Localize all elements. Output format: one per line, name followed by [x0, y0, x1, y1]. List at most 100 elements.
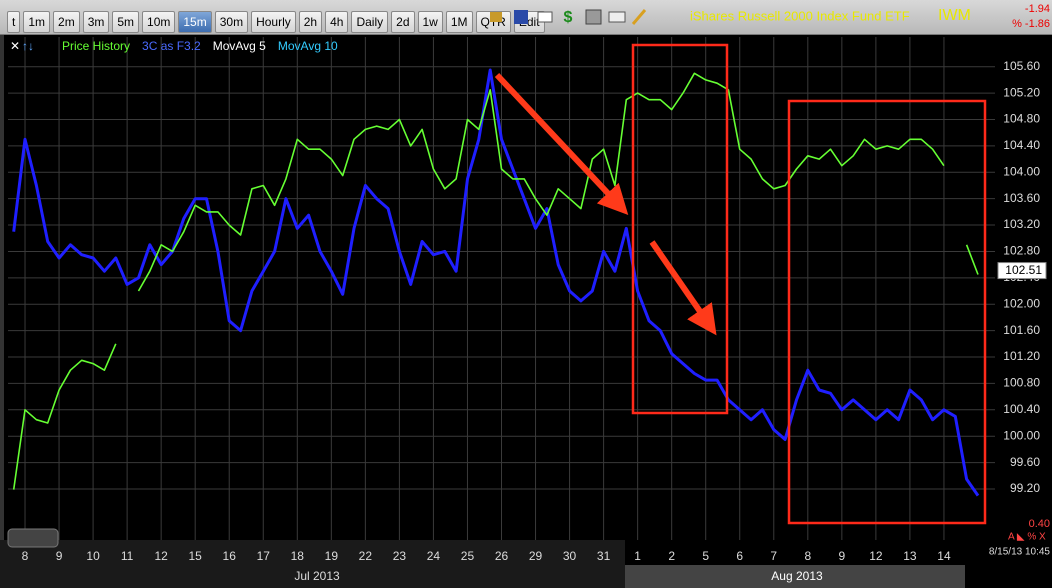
x-tick-label: 29	[529, 549, 543, 563]
y-tick-label: 103.60	[1003, 191, 1040, 205]
x-tick-label: 10	[86, 549, 100, 563]
x-tick-label: 12	[154, 549, 168, 563]
series-line	[965, 244, 979, 275]
timeframe-button[interactable]: 4h	[325, 11, 349, 33]
x-tick-label: 17	[257, 549, 271, 563]
annotation-arrow	[649, 240, 717, 336]
x-tick-label: 9	[839, 549, 846, 563]
legend-entry: MovAvg 5	[213, 39, 266, 53]
x-tick-label: 19	[325, 549, 339, 563]
timeframe-button[interactable]: 30m	[214, 11, 249, 33]
timeframe-button[interactable]: 1M	[445, 11, 473, 33]
legend-icons[interactable]: ✕	[10, 39, 20, 53]
timeframe-button[interactable]: 1w	[417, 11, 443, 33]
x-tick-label: 25	[461, 549, 475, 563]
timeframe-button[interactable]: Hourly	[251, 11, 296, 33]
x-tick-label: 24	[427, 549, 441, 563]
x-tick-label: 8	[804, 549, 811, 563]
pencil-icon[interactable]	[631, 9, 647, 25]
x-tick-label: 18	[291, 549, 305, 563]
timeframe-button[interactable]: 3m	[82, 11, 110, 33]
y-tick-label: 102.80	[1003, 244, 1040, 258]
legend-entry: Price History	[62, 39, 130, 53]
annotation-box	[787, 99, 987, 525]
month-label: Aug 2013	[771, 569, 823, 583]
timeframe-button[interactable]: Daily	[351, 11, 389, 33]
annotation-arrow	[494, 72, 629, 215]
x-tick-label: 6	[736, 549, 743, 563]
timeframe-button[interactable]: 1m	[23, 11, 51, 33]
lower-value: 0.40	[1029, 518, 1050, 530]
y-tick-label: 101.60	[1003, 323, 1040, 337]
x-tick-label: 14	[937, 549, 951, 563]
dollar-icon[interactable]: $	[564, 9, 573, 26]
y-tick-label: 104.80	[1003, 112, 1040, 126]
x-tick-label: 13	[903, 549, 917, 563]
toolbar: t1m2m3m5m10m15m30mHourly2h4hDaily2d1w1MQ…	[0, 0, 1052, 35]
y-tick-label: 101.20	[1003, 349, 1040, 363]
x-tick-label: 7	[770, 549, 777, 563]
left-border	[0, 35, 4, 540]
timeframe-button[interactable]: 10m	[142, 11, 176, 33]
y-tick-label: 100.80	[1003, 376, 1040, 390]
save-icon[interactable]	[514, 10, 528, 24]
month-band	[625, 565, 965, 588]
mail-icon[interactable]	[537, 11, 553, 23]
x-tick-label: 23	[393, 549, 407, 563]
month-band	[0, 540, 625, 588]
last-price-box	[997, 262, 1047, 280]
timestamp: 8/15/13 10:45	[989, 547, 1051, 558]
title: iShares Russell 2000 Index Fund ETF	[690, 8, 910, 23]
y-tick-label: 100.40	[1003, 402, 1040, 416]
x-tick-label: 2	[668, 549, 675, 563]
timeframe-button[interactable]: 2h	[298, 11, 323, 33]
y-tick-label: 100.00	[1003, 428, 1040, 442]
toolbar-buttons: t1m2m3m5m10m15m30mHourly2h4hDaily2d1w1MQ…	[7, 11, 545, 33]
y-tick-label: 104.00	[1003, 164, 1040, 178]
x-tick-label: 12	[869, 549, 883, 563]
scroll-thumb[interactable]	[7, 528, 59, 548]
lower-icons[interactable]: A ◣ % X	[1008, 532, 1046, 543]
change: -1.94	[1025, 3, 1050, 15]
x-tick-label: 8	[22, 549, 29, 563]
timeframe-button[interactable]: 2d	[391, 11, 415, 33]
y-tick-label: 103.20	[1003, 217, 1040, 231]
x-tick-label: 1	[634, 549, 641, 563]
month-label: Jul 2013	[294, 569, 340, 583]
y-tick-label: 105.60	[1003, 59, 1040, 73]
legend-entry: MovAvg 10	[278, 39, 338, 53]
series-line	[12, 68, 980, 497]
legend-icons[interactable]: ↑↓	[22, 39, 34, 53]
x-tick-label: 30	[563, 549, 577, 563]
annotation-box	[631, 43, 729, 415]
y-tick-label: 102.00	[1003, 296, 1040, 310]
print-icon[interactable]	[585, 9, 602, 25]
x-tick-label: 9	[56, 549, 63, 563]
x-tick-label: 5	[702, 549, 709, 563]
timeframe-button[interactable]: 2m	[53, 11, 80, 33]
x-tick-label: 16	[223, 549, 237, 563]
background	[0, 35, 1052, 588]
y-tick-label: 104.40	[1003, 138, 1040, 152]
timeframe-button[interactable]: 5m	[112, 11, 140, 33]
lock-icon[interactable]	[490, 12, 502, 22]
symbol: IWM	[938, 7, 971, 24]
y-tick-label: 105.20	[1003, 85, 1040, 99]
x-tick-label: 15	[189, 549, 203, 563]
x-tick-label: 22	[359, 549, 373, 563]
y-tick-label: 99.60	[1010, 455, 1040, 469]
x-tick-label: 26	[495, 549, 509, 563]
last-price: 102.51	[1005, 263, 1042, 277]
series-line	[12, 343, 117, 490]
toolbar-icons: $ iShares Russell 2000 Index Fund ETF IW…	[490, 3, 1050, 30]
keyboard-icon[interactable]	[608, 11, 626, 23]
y-tick-label: 99.20	[1010, 481, 1040, 495]
series-line	[137, 72, 945, 292]
timeframe-button[interactable]: 15m	[178, 11, 212, 33]
timeframe-button[interactable]: t	[7, 11, 21, 33]
change-pct: % -1.86	[1012, 18, 1050, 30]
x-tick-label: 11	[121, 549, 134, 563]
legend-entry: 3C as F3.2	[142, 39, 201, 53]
